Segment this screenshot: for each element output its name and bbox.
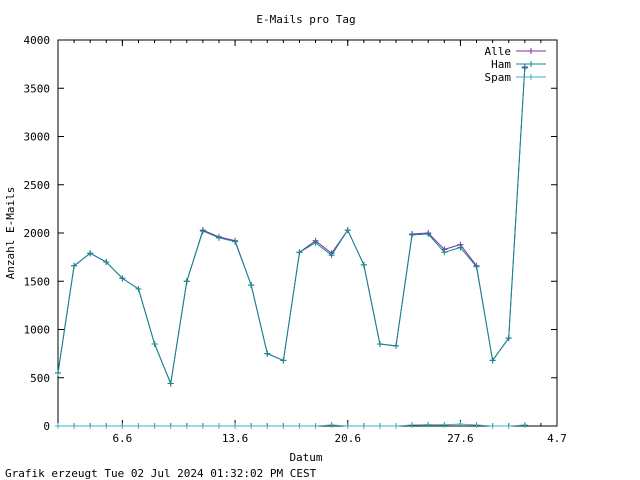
data-point	[248, 282, 255, 289]
data-point	[473, 263, 480, 270]
data-point	[457, 244, 464, 251]
data-point	[473, 422, 480, 429]
legend-label: Ham	[491, 58, 511, 71]
data-point	[312, 239, 319, 246]
data-point	[167, 380, 174, 387]
series-ham	[55, 64, 528, 387]
data-point	[489, 357, 496, 364]
data-point	[55, 369, 61, 376]
data-point	[457, 421, 464, 428]
y-tick-label: 3000	[24, 131, 51, 144]
data-point	[87, 250, 94, 257]
data-point	[344, 227, 351, 234]
data-point	[328, 252, 335, 259]
data-point	[232, 238, 239, 245]
y-tick-label: 500	[30, 372, 50, 385]
series-alle	[55, 64, 528, 387]
legend-marker	[528, 74, 534, 80]
data-point	[71, 262, 78, 269]
data-point	[489, 423, 496, 429]
data-point	[360, 423, 367, 429]
data-point	[248, 423, 255, 429]
x-tick-label: 4.7	[547, 432, 567, 445]
y-tick-label: 2000	[24, 227, 51, 240]
data-point	[521, 64, 528, 71]
data-point	[393, 342, 400, 349]
data-point	[215, 234, 222, 241]
data-point	[119, 423, 126, 429]
data-point	[280, 423, 287, 429]
data-point	[151, 340, 158, 347]
x-tick-label: 27.6	[447, 432, 474, 445]
data-point	[441, 421, 448, 428]
series-line	[57, 67, 526, 386]
data-point	[344, 423, 351, 429]
data-point	[135, 423, 142, 429]
series-spam	[55, 421, 528, 429]
y-axis: 0 500 1000 1500 2000 2500 3000 3500 4000	[24, 34, 557, 433]
data-point	[425, 230, 432, 237]
y-tick-label: 2500	[24, 179, 51, 192]
data-point	[167, 423, 174, 429]
data-point	[103, 258, 110, 265]
data-point	[199, 423, 206, 429]
x-tick-label: 13.6	[222, 432, 249, 445]
data-point	[183, 423, 190, 429]
y-axis-label: Anzahl E-Mails	[4, 187, 17, 280]
data-point	[376, 423, 383, 429]
data-point	[376, 340, 383, 347]
legend-marker	[528, 48, 534, 54]
x-tick-label: 20.6	[334, 432, 361, 445]
data-point	[264, 350, 271, 357]
data-point	[360, 261, 367, 268]
data-point	[103, 423, 110, 429]
y-tick-label: 4000	[24, 34, 51, 47]
data-point	[264, 423, 271, 429]
data-point	[409, 231, 416, 238]
legend-marker	[528, 61, 534, 67]
data-point	[87, 423, 94, 429]
data-point	[151, 423, 158, 429]
x-axis-label: Datum	[289, 451, 322, 464]
data-point	[441, 249, 448, 256]
data-point	[232, 423, 239, 429]
legend-label: Spam	[485, 71, 512, 84]
legend-label: Alle	[485, 45, 512, 58]
data-point	[328, 422, 335, 429]
y-tick-label: 1000	[24, 324, 51, 337]
footer-timestamp: Grafik erzeugt Tue 02 Jul 2024 01:32:02 …	[5, 467, 317, 480]
series-line	[57, 66, 526, 386]
data-point	[312, 423, 319, 429]
data-point	[280, 357, 287, 364]
data-point	[215, 423, 222, 429]
data-point	[409, 422, 416, 429]
data-point	[425, 421, 432, 428]
data-point	[296, 423, 303, 429]
data-point	[505, 335, 512, 342]
data-point	[505, 423, 512, 429]
data-point	[199, 228, 206, 235]
series-layer	[55, 64, 528, 429]
data-point	[393, 423, 400, 429]
chart-title: E-Mails pro Tag	[256, 13, 355, 26]
plot-frame	[57, 39, 558, 427]
y-tick-label: 3500	[24, 82, 51, 95]
data-point	[119, 275, 126, 282]
data-point	[521, 422, 528, 429]
y-tick-label: 0	[43, 420, 50, 433]
data-point	[135, 285, 142, 292]
y-tick-label: 1500	[24, 275, 51, 288]
data-point	[71, 423, 78, 429]
data-point	[183, 278, 190, 285]
x-axis: 6.6 13.6 20.6 27.6 4.7	[73, 40, 567, 445]
x-tick-label: 6.6	[112, 432, 132, 445]
data-point	[55, 423, 61, 429]
data-point	[296, 249, 303, 256]
